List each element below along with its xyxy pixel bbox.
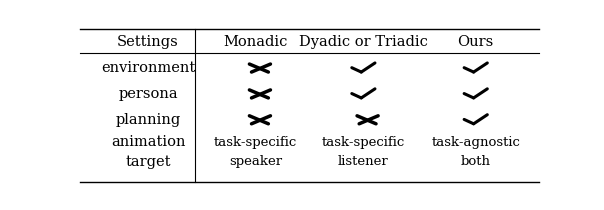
Text: listener: listener: [338, 155, 389, 168]
Text: planning: planning: [115, 113, 181, 127]
Text: task-specific: task-specific: [214, 136, 297, 149]
Text: task-specific: task-specific: [322, 136, 405, 149]
Text: environment: environment: [101, 61, 195, 75]
Text: speaker: speaker: [229, 155, 282, 168]
Text: Dyadic or Triadic: Dyadic or Triadic: [299, 35, 428, 49]
Text: persona: persona: [118, 87, 178, 101]
Text: Monadic: Monadic: [223, 35, 288, 49]
Text: task-agnostic: task-agnostic: [431, 136, 520, 149]
Text: target: target: [125, 155, 171, 169]
Text: animation: animation: [111, 135, 185, 150]
Text: both: both: [461, 155, 490, 168]
Text: Ours: Ours: [458, 35, 494, 49]
Text: Settings: Settings: [117, 35, 179, 49]
